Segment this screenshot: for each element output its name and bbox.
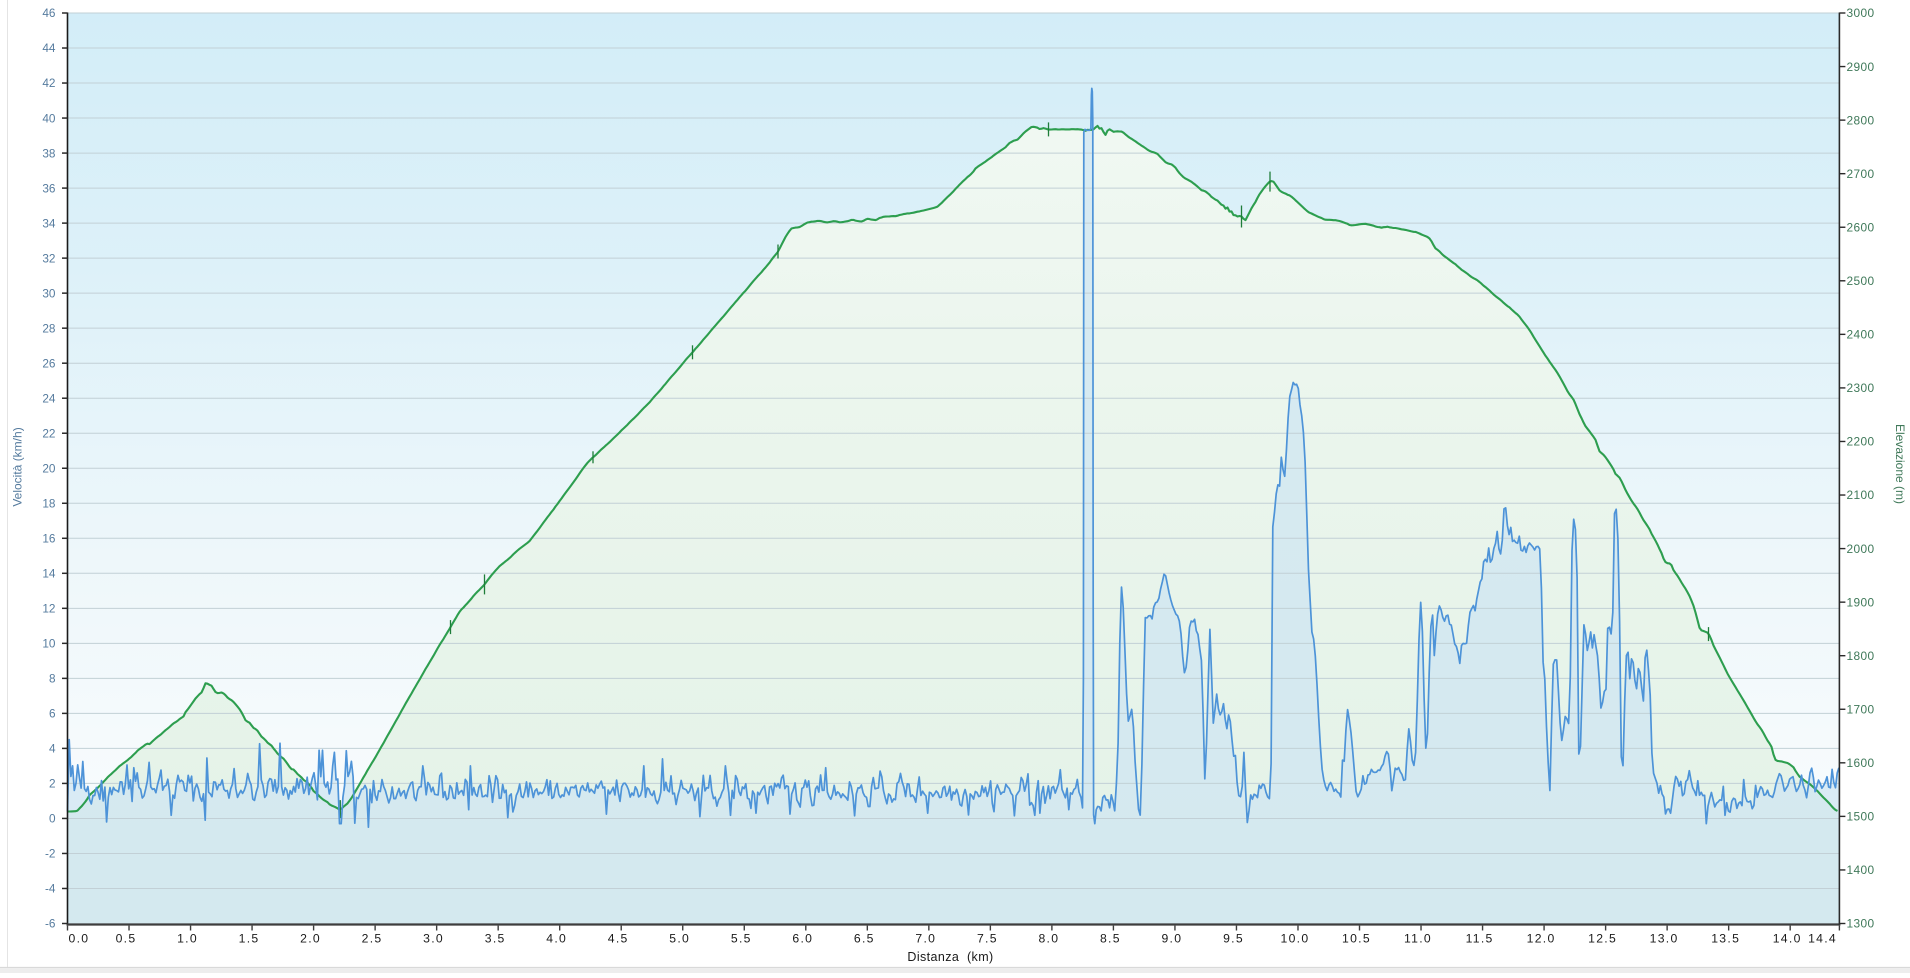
svg-text:2500: 2500	[1847, 274, 1875, 288]
svg-text:12: 12	[42, 602, 55, 616]
svg-text:2800: 2800	[1847, 113, 1875, 127]
svg-text:11.5: 11.5	[1466, 932, 1494, 946]
svg-text:1600: 1600	[1847, 756, 1875, 770]
svg-text:2.0: 2.0	[300, 932, 321, 946]
svg-text:0.0: 0.0	[69, 932, 90, 946]
svg-text:1300: 1300	[1847, 917, 1875, 931]
svg-text:-4: -4	[45, 882, 56, 896]
svg-text:16: 16	[42, 532, 56, 546]
svg-text:3000: 3000	[1847, 6, 1875, 20]
svg-text:2: 2	[49, 777, 56, 791]
svg-text:5.0: 5.0	[669, 932, 690, 946]
svg-text:3.0: 3.0	[423, 932, 444, 946]
svg-text:12.0: 12.0	[1527, 932, 1556, 946]
svg-text:24: 24	[42, 391, 56, 405]
svg-text:34: 34	[42, 216, 56, 230]
svg-text:6.0: 6.0	[792, 932, 813, 946]
svg-text:1700: 1700	[1847, 703, 1875, 717]
svg-text:28: 28	[42, 321, 56, 335]
svg-text:7.0: 7.0	[915, 932, 936, 946]
svg-text:14.4: 14.4	[1808, 932, 1837, 946]
svg-text:14.0: 14.0	[1773, 932, 1802, 946]
svg-text:3.5: 3.5	[485, 932, 506, 946]
svg-text:11.0: 11.0	[1404, 932, 1432, 946]
svg-text:9.0: 9.0	[1161, 932, 1182, 946]
svg-text:1800: 1800	[1847, 649, 1875, 663]
svg-text:2700: 2700	[1847, 167, 1875, 181]
svg-text:42: 42	[42, 76, 55, 90]
svg-text:9.5: 9.5	[1223, 932, 1244, 946]
svg-text:44: 44	[42, 41, 56, 55]
svg-text:13.0: 13.0	[1650, 932, 1679, 946]
svg-text:1.0: 1.0	[177, 932, 198, 946]
svg-text:2200: 2200	[1847, 435, 1875, 449]
svg-text:Distanza (km): Distanza (km)	[907, 950, 993, 964]
svg-text:2000: 2000	[1847, 542, 1875, 556]
svg-text:4: 4	[49, 742, 56, 756]
svg-text:4.0: 4.0	[546, 932, 567, 946]
svg-text:6.5: 6.5	[854, 932, 875, 946]
svg-text:2900: 2900	[1847, 60, 1875, 74]
svg-text:1400: 1400	[1847, 863, 1875, 877]
svg-text:0.5: 0.5	[116, 932, 137, 946]
svg-text:12.5: 12.5	[1588, 932, 1617, 946]
svg-text:7.5: 7.5	[977, 932, 998, 946]
svg-text:1.5: 1.5	[239, 932, 260, 946]
svg-text:18: 18	[42, 497, 56, 511]
svg-text:Elevazione (m): Elevazione (m)	[1893, 424, 1907, 504]
svg-text:2300: 2300	[1847, 381, 1875, 395]
svg-text:-2: -2	[45, 847, 56, 861]
svg-text:-6: -6	[45, 917, 56, 931]
svg-text:20: 20	[42, 461, 56, 475]
svg-text:10: 10	[42, 637, 56, 651]
svg-text:13.5: 13.5	[1711, 932, 1740, 946]
svg-text:14: 14	[42, 567, 56, 581]
svg-text:22: 22	[42, 426, 55, 440]
svg-text:10.0: 10.0	[1281, 932, 1310, 946]
svg-text:2600: 2600	[1847, 220, 1875, 234]
svg-text:10.5: 10.5	[1342, 932, 1371, 946]
svg-text:2100: 2100	[1847, 488, 1875, 502]
svg-text:2.5: 2.5	[362, 932, 383, 946]
svg-text:1500: 1500	[1847, 810, 1875, 824]
svg-text:40: 40	[42, 111, 56, 125]
svg-text:8.5: 8.5	[1100, 932, 1121, 946]
svg-text:36: 36	[42, 181, 56, 195]
svg-text:4.5: 4.5	[608, 932, 629, 946]
svg-text:38: 38	[42, 146, 56, 160]
svg-text:Velocità (km/h): Velocità (km/h)	[11, 427, 25, 506]
svg-text:2400: 2400	[1847, 328, 1875, 342]
svg-text:0: 0	[49, 812, 56, 826]
svg-text:32: 32	[42, 251, 55, 265]
svg-text:30: 30	[42, 286, 56, 300]
svg-text:8: 8	[49, 672, 56, 686]
svg-text:5.5: 5.5	[731, 932, 752, 946]
svg-text:1900: 1900	[1847, 595, 1875, 609]
svg-text:6: 6	[49, 707, 56, 721]
svg-text:26: 26	[42, 356, 56, 370]
svg-text:8.0: 8.0	[1038, 932, 1059, 946]
svg-text:46: 46	[42, 6, 56, 20]
